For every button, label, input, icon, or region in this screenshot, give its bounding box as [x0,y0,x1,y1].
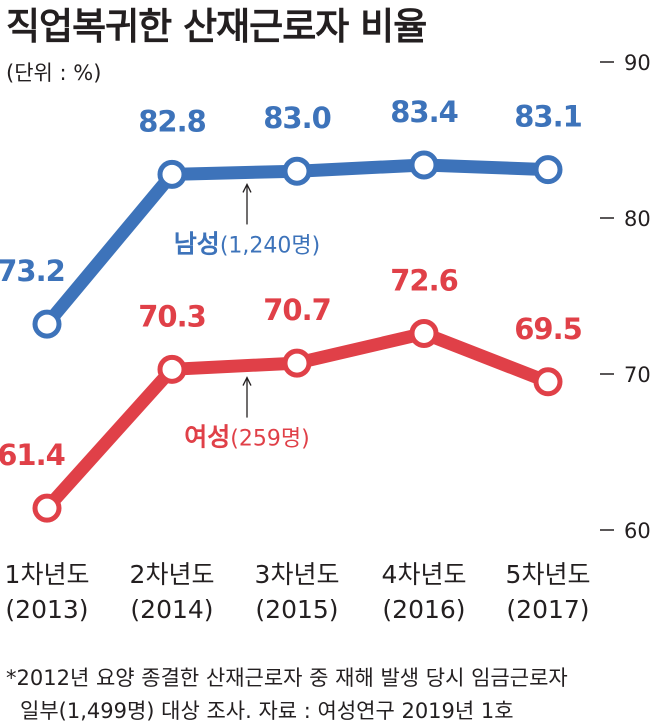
data-point [157,159,187,189]
data-point [282,348,312,378]
data-label: 73.2 [0,254,65,288]
y-tick-label: 60 [624,519,651,543]
data-point [282,156,312,186]
x-category-year: (2017) [506,595,589,624]
series-group: 73.2 82.8 83.0 83.4 83.1 남성(1,240명) 61.4 70.3 70… [0,95,583,523]
footnote-line-1: *2012년 요양 종결한 산재근로자 중 재해 발생 당시 임금근로자 [6,666,568,690]
x-category-label: 2차년도 [130,560,215,589]
data-point [157,354,187,384]
chart-title: 직업복귀한 산재근로자 비율 [6,5,426,48]
series-note: (259명) [230,427,309,452]
data-label: 83.1 [514,100,582,134]
y-tick-label: 90 [624,51,651,75]
x-category-label: 5차년도 [506,560,591,589]
leader-arrowhead [242,376,252,386]
series-name: 남성 [174,229,220,258]
x-category-label: 1차년도 [5,560,90,589]
data-label: 83.0 [263,101,331,135]
x-category-year: (2016) [382,595,465,624]
data-label: 82.8 [138,104,206,138]
data-point [533,367,563,397]
x-category-year: (2013) [5,595,88,624]
data-point [32,309,62,339]
y-tick-label: 70 [624,363,651,387]
x-category-label: 4차년도 [382,560,467,589]
leader-arrowhead [242,182,252,193]
data-point [409,318,439,348]
footnote-line-2: 일부(1,499명) 대상 조사. 자료 : 여성연구 2019년 1호 [20,699,514,723]
data-point [409,150,439,180]
data-label: 70.3 [138,299,206,333]
series-name: 여성 [184,423,230,452]
data-point [533,155,563,185]
data-point [32,493,62,523]
data-label: 61.4 [0,438,65,472]
data-label: 70.7 [263,293,331,327]
x-category-year: (2014) [130,595,213,624]
x-axis-categories: 1차년도 (2013) 2차년도 (2014) 3차년도 (2015) 4차년도 (2016)… [5,560,591,624]
unit-label: (단위 : %) [6,61,101,85]
y-tick-label: 80 [624,207,651,231]
y-axis: 90 80 70 60 [600,51,651,543]
series-label: 여성(259명) [184,423,309,452]
x-category-label: 3차년도 [255,560,340,589]
x-category-year: (2015) [255,595,338,624]
series-note: (1,240명) [220,233,320,258]
data-label: 83.4 [390,95,458,129]
data-label: 69.5 [514,312,582,346]
series-label: 남성(1,240명) [174,229,320,258]
data-label: 72.6 [390,263,458,297]
